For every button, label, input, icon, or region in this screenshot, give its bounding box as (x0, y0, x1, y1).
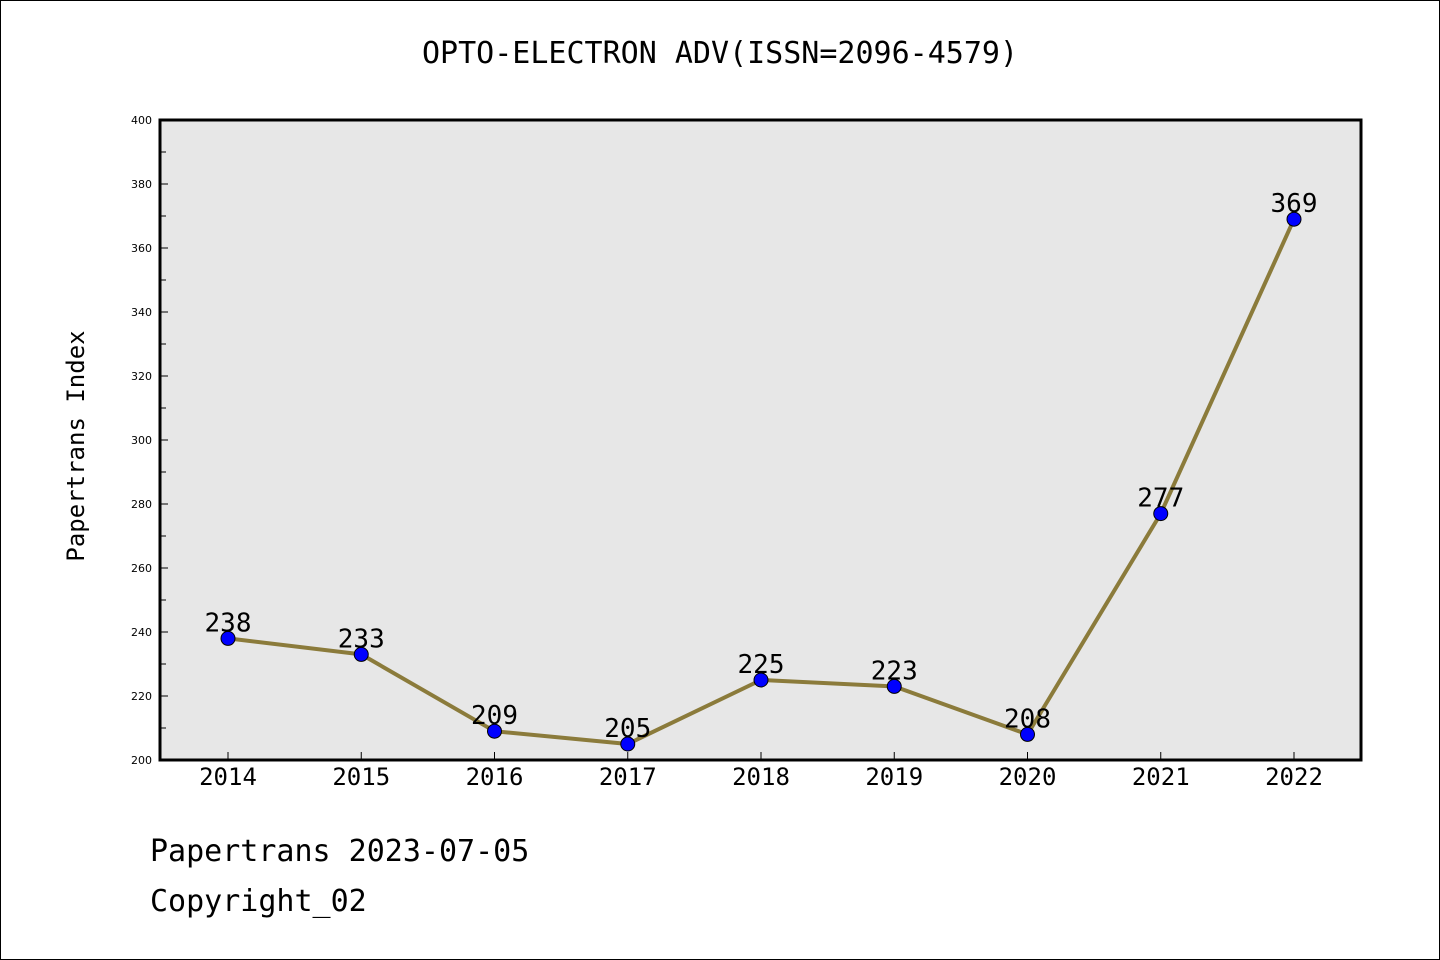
x-tick-label: 2014 (199, 763, 257, 791)
data-point (487, 723, 502, 739)
x-tick-label: 2016 (466, 763, 524, 791)
y-tick-label: 400 (131, 114, 152, 127)
y-tick-label: 280 (131, 498, 152, 511)
y-tick-label: 380 (131, 178, 152, 191)
x-tick-label: 2021 (1132, 763, 1190, 791)
y-tick-label: 200 (131, 754, 152, 767)
data-point (753, 672, 769, 688)
footer-date: Papertrans 2023-07-05 (150, 834, 530, 869)
data-label: 369 (1271, 189, 1318, 219)
x-tick-label: 2020 (999, 763, 1057, 791)
y-tick-label: 300 (131, 434, 152, 447)
data-point (353, 646, 369, 662)
data-label: 208 (1004, 704, 1051, 734)
y-tick-label: 360 (131, 242, 152, 255)
data-point (886, 678, 902, 694)
data-label: 277 (1137, 484, 1184, 514)
x-tick-label: 2019 (865, 763, 923, 791)
data-label: 205 (604, 714, 651, 744)
x-tick-label: 2017 (599, 763, 657, 791)
y-tick-label: 240 (131, 626, 152, 639)
data-point (620, 736, 636, 752)
data-label: 233 (338, 624, 385, 654)
data-label: 209 (471, 701, 518, 731)
x-tick-label: 2022 (1265, 763, 1323, 791)
data-label: 238 (205, 608, 252, 638)
data-label: 223 (871, 656, 918, 686)
data-label: 225 (738, 650, 785, 680)
y-tick-label: 340 (131, 306, 152, 319)
x-tick-label: 2015 (332, 763, 390, 791)
footer-copyright: Copyright_02 (150, 884, 367, 919)
data-point (1153, 506, 1169, 522)
y-tick-label: 220 (131, 690, 152, 703)
x-tick-label: 2018 (732, 763, 790, 791)
data-point (1286, 211, 1302, 227)
data-point (1020, 726, 1035, 742)
chart-title: OPTO-ELECTRON ADV(ISSN=2096-4579) (421, 36, 1019, 71)
plot-border (158, 118, 1363, 762)
y-tick-label: 320 (131, 370, 152, 383)
y-tick-label: 260 (131, 562, 152, 575)
data-point (220, 630, 236, 646)
